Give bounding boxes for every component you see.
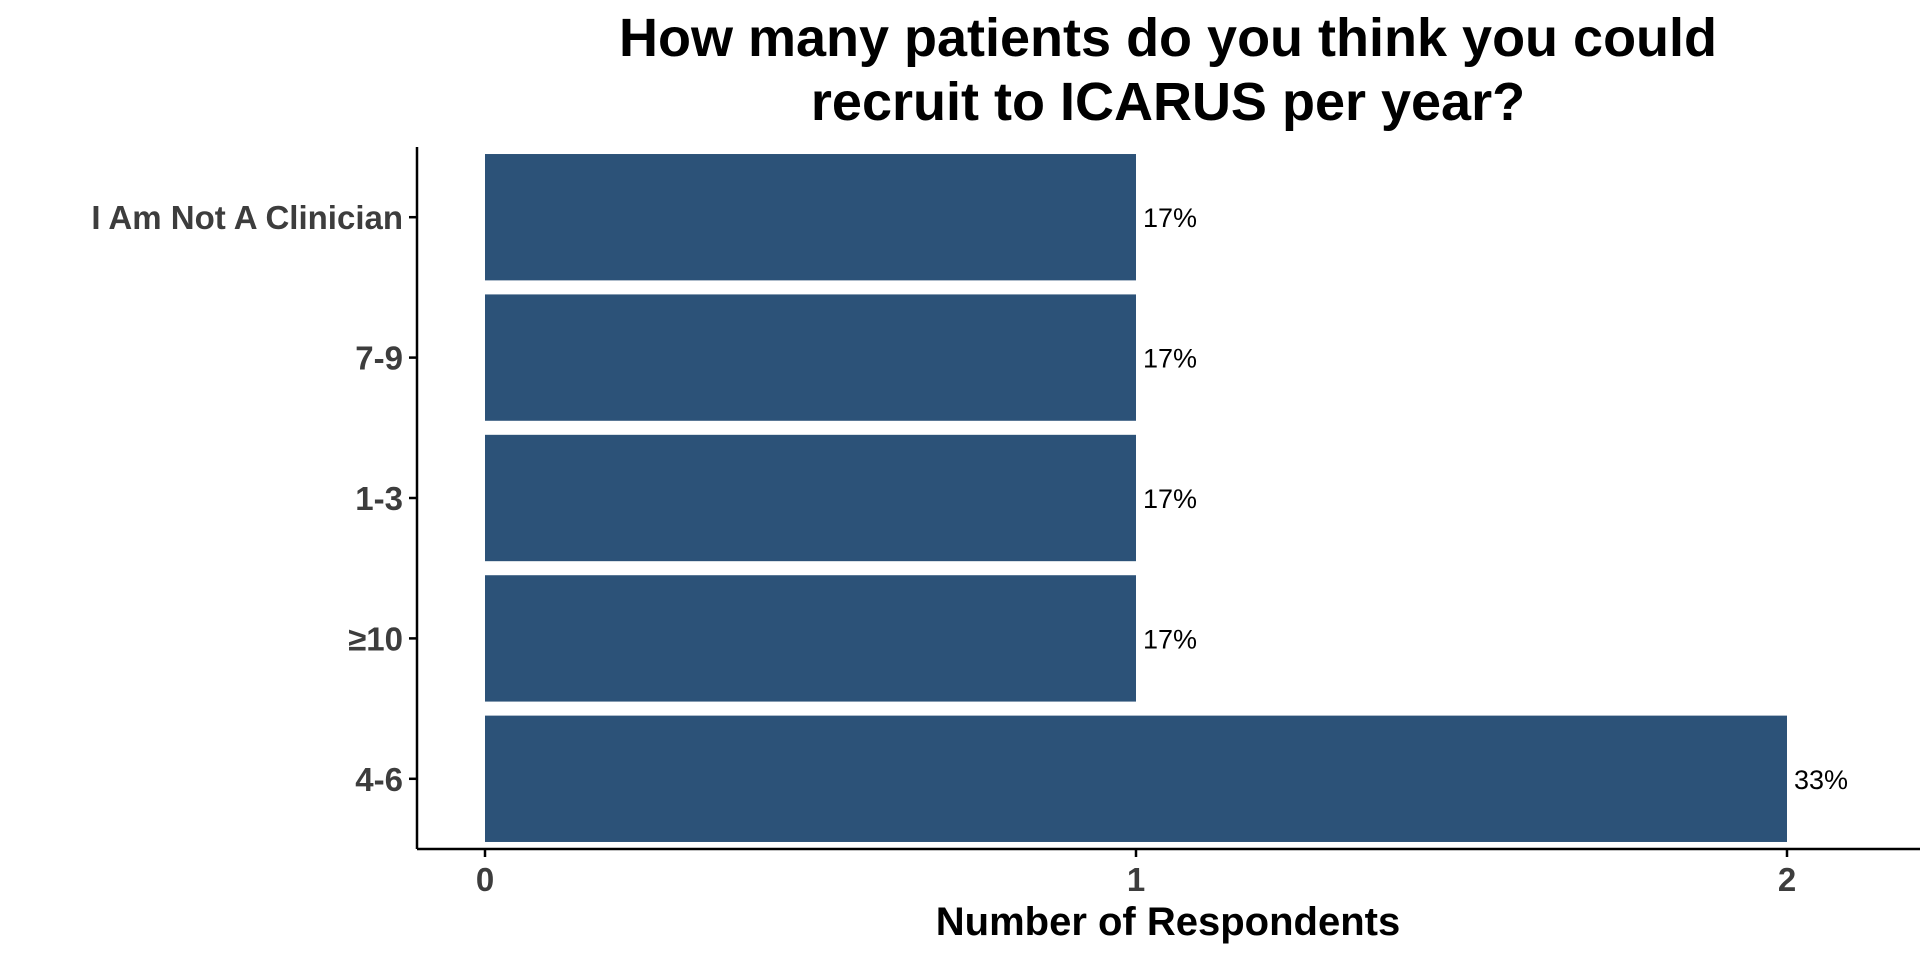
bar-2 — [485, 434, 1136, 562]
y-tick-label-4: 4-6 — [355, 761, 403, 798]
x-tick-label-0: 0 — [476, 861, 494, 898]
bar-value-label-1: 17% — [1143, 344, 1197, 374]
bar-3 — [485, 575, 1136, 702]
chart-title-line-1: How many patients do you think you could — [619, 8, 1717, 68]
x-axis: 0 1 2 — [417, 847, 1920, 898]
x-tick-label-1: 1 — [1127, 861, 1145, 898]
x-axis-title: Number of Respondents — [936, 900, 1400, 944]
chart-title-line-2: recruit to ICARUS per year? — [811, 72, 1525, 132]
x-tick-label-2: 2 — [1778, 861, 1796, 898]
y-axis: I Am Not A Clinician 7-9 1-3 ≥10 4-6 — [91, 147, 419, 849]
bar-value-label-3: 17% — [1143, 624, 1197, 654]
bar-value-label-2: 17% — [1143, 484, 1197, 514]
y-tick-label-0: I Am Not A Clinician — [91, 199, 403, 236]
y-tick-label-1: 7-9 — [355, 340, 403, 377]
bar-0 — [485, 154, 1136, 281]
bar-value-label-0: 17% — [1143, 203, 1197, 233]
bars-group — [485, 154, 1787, 842]
y-tick-label-3: ≥10 — [348, 620, 403, 657]
bar-1 — [485, 294, 1136, 421]
bar-labels-group: 17% 17% 17% 17% 33% — [1143, 203, 1848, 795]
bar-4 — [485, 715, 1787, 842]
y-tick-label-2: 1-3 — [355, 480, 403, 517]
bar-value-label-4: 33% — [1794, 765, 1848, 795]
